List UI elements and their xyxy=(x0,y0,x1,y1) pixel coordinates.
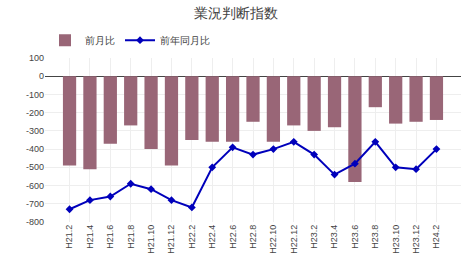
svg-text:業況判断指数: 業況判断指数 xyxy=(194,5,278,21)
svg-text:H22.4: H22.4 xyxy=(207,225,217,249)
svg-text:H21.10: H21.10 xyxy=(146,225,156,254)
svg-text:前月比: 前月比 xyxy=(85,35,115,46)
svg-text:-200: -200 xyxy=(26,108,44,118)
svg-text:H23.4: H23.4 xyxy=(329,225,339,249)
svg-text:H21.6: H21.6 xyxy=(105,225,115,249)
svg-text:100: 100 xyxy=(29,53,44,63)
svg-text:H24.2: H24.2 xyxy=(431,225,441,249)
svg-text:前年同月比: 前年同月比 xyxy=(160,35,210,46)
svg-text:H22.12: H22.12 xyxy=(289,225,299,254)
svg-text:-300: -300 xyxy=(26,126,44,136)
svg-text:H22.6: H22.6 xyxy=(228,225,238,249)
svg-text:H23.10: H23.10 xyxy=(391,225,401,254)
svg-text:H23.6: H23.6 xyxy=(350,225,360,249)
svg-text:-700: -700 xyxy=(26,199,44,209)
svg-text:H22.10: H22.10 xyxy=(268,225,278,254)
svg-text:-400: -400 xyxy=(26,144,44,154)
svg-text:H23.12: H23.12 xyxy=(411,225,421,254)
svg-text:H21.8: H21.8 xyxy=(126,225,136,249)
svg-text:H22.8: H22.8 xyxy=(248,225,258,249)
svg-text:-600: -600 xyxy=(26,181,44,191)
svg-text:H23.8: H23.8 xyxy=(370,225,380,249)
svg-text:-500: -500 xyxy=(26,162,44,172)
svg-text:-800: -800 xyxy=(26,217,44,227)
svg-text:-100: -100 xyxy=(26,90,44,100)
svg-text:H22.2: H22.2 xyxy=(187,225,197,249)
svg-text:H21.4: H21.4 xyxy=(85,225,95,249)
svg-text:0: 0 xyxy=(39,71,44,81)
svg-text:H21.12: H21.12 xyxy=(166,225,176,254)
svg-text:H21.2: H21.2 xyxy=(64,225,74,249)
svg-text:H23.2: H23.2 xyxy=(309,225,319,249)
